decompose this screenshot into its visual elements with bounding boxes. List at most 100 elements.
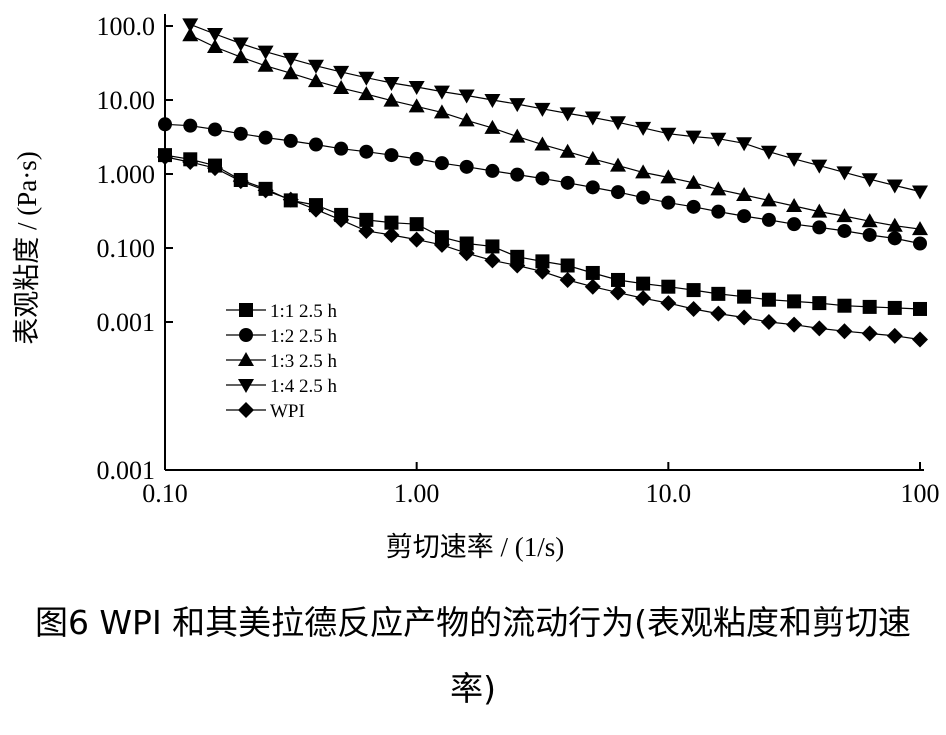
marker-triangle-up [433, 104, 450, 119]
marker-triangle-down [232, 37, 249, 52]
marker-triangle-down [660, 127, 677, 142]
marker-triangle-down [282, 52, 299, 67]
marker-diamond [282, 191, 299, 208]
y-tick-label: 0.100 [97, 234, 156, 263]
x-axis-label: 剪切速率 / (1/s) [386, 532, 565, 562]
series-line [190, 34, 921, 230]
marker-diamond [232, 173, 249, 190]
marker-circle [661, 195, 676, 210]
legend-label: 1:2 2.5 h [270, 326, 338, 347]
marker-square [510, 249, 525, 264]
marker-circle [761, 212, 776, 227]
y-tick-label: 100.0 [97, 12, 156, 41]
marker-square [636, 276, 651, 291]
marker-triangle-down [736, 137, 753, 152]
marker-square [485, 239, 500, 254]
marker-circle [334, 141, 349, 156]
y-tick-label: 1.000 [97, 160, 156, 189]
marker-triangle-up [182, 27, 199, 42]
marker-circle [158, 117, 172, 132]
marker-triangle-up [660, 169, 677, 184]
marker-square [535, 254, 550, 269]
marker-diamond [786, 316, 803, 333]
marker-diamond [861, 325, 878, 342]
marker-square [862, 299, 877, 314]
marker-circle [233, 126, 248, 141]
marker-triangle-up [559, 143, 576, 158]
marker-triangle-up [685, 174, 702, 189]
marker-square [459, 236, 474, 251]
marker-circle [258, 130, 273, 145]
marker-circle [510, 167, 525, 182]
legend-label: WPI [270, 401, 305, 422]
y-tick-label: 10.00 [97, 86, 156, 115]
marker-circle [535, 171, 550, 186]
marker-triangle-down [182, 18, 199, 33]
marker-diamond [157, 148, 173, 165]
marker-diamond [710, 305, 727, 322]
marker-diamond [836, 323, 853, 340]
marker-circle [837, 223, 852, 238]
marker-triangle-down [685, 130, 702, 145]
marker-triangle-up [232, 49, 249, 64]
marker-square [359, 212, 374, 227]
marker-diamond [886, 327, 903, 344]
series-line [190, 23, 921, 193]
marker-square [761, 292, 776, 307]
marker-circle [737, 209, 752, 224]
marker-square [409, 217, 424, 232]
marker-diamond [584, 278, 601, 295]
marker-diamond [182, 154, 199, 171]
marker-square [239, 303, 253, 317]
marker-triangle-down [307, 59, 324, 74]
marker-circle [434, 156, 449, 171]
marker-square [913, 301, 927, 316]
marker-triangle-down [458, 89, 475, 104]
marker-circle [183, 118, 198, 133]
marker-triangle-down [559, 107, 576, 122]
marker-triangle-up [886, 217, 903, 232]
marker-diamond [358, 222, 375, 239]
marker-diamond [383, 226, 400, 243]
marker-square [585, 265, 600, 280]
x-tick-label: 0.10 [142, 479, 188, 508]
marker-diamond [760, 314, 777, 330]
marker-circle [239, 328, 253, 342]
marker-circle [862, 227, 877, 242]
marker-triangle-down [358, 71, 375, 86]
chart: 剪切速率 / (1/s) 表观粘度 / (Pa·s) 100.0 10.00 1.0… [12, 12, 940, 562]
marker-diamond [559, 271, 576, 288]
marker-triangle-up [534, 136, 551, 151]
marker-circle [585, 180, 600, 195]
marker-square [711, 286, 726, 301]
marker-triangle-down [433, 85, 450, 100]
marker-circle [560, 175, 575, 190]
marker-triangle-up [861, 213, 878, 228]
marker-diamond [408, 231, 425, 248]
marker-triangle-down [635, 121, 652, 136]
marker-triangle-down [760, 145, 777, 160]
marker-triangle-up [383, 92, 400, 107]
marker-circle [359, 144, 374, 159]
marker-triangle-down [333, 65, 350, 80]
y-tick-label: 0.001 [97, 456, 156, 485]
marker-diamond [912, 331, 928, 348]
marker-circle [611, 185, 626, 200]
marker-triangle-up [282, 65, 299, 80]
marker-diamond [458, 245, 475, 262]
legend-label: 1:1 2.5 h [270, 301, 338, 322]
marker-triangle-down [710, 132, 727, 147]
marker-circle [913, 236, 927, 251]
marker-diamond [433, 236, 450, 253]
marker-triangle-down [886, 179, 903, 194]
y-tick-label: 0.001 [97, 308, 156, 337]
marker-diamond [660, 295, 677, 312]
marker-square [560, 258, 575, 273]
marker-triangle-up [836, 208, 853, 223]
marker-circle [686, 199, 701, 214]
marker-triangle-up [408, 98, 425, 113]
marker-triangle-down [408, 80, 425, 95]
legend-label: 1:3 2.5 h [270, 351, 338, 372]
marker-diamond [635, 290, 652, 307]
marker-square [812, 296, 827, 311]
